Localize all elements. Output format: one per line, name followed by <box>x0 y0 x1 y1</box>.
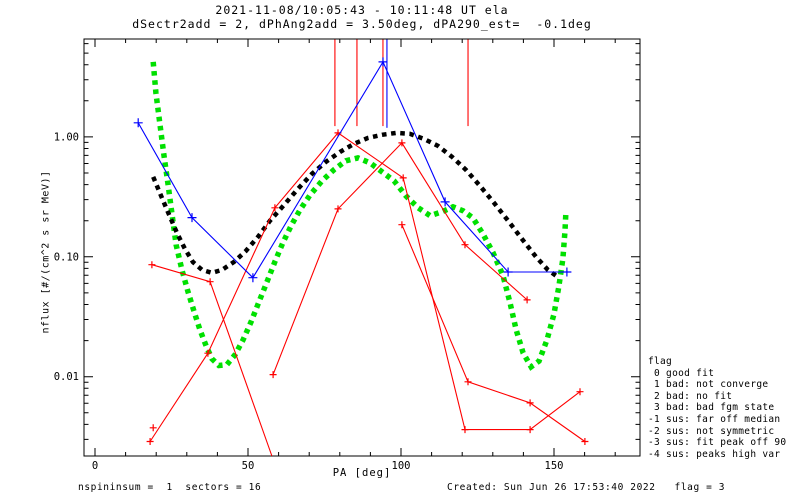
x-axis-label: PA [deg] <box>332 467 392 479</box>
series-blue-fit-curve <box>137 60 567 279</box>
x-tick-label: 100 <box>392 460 411 472</box>
y-axis-label: nflux [#/(cm^2 s sr MeV)] <box>40 170 52 334</box>
flag-legend: flag 0 good fit 1 bad: not converge 2 ba… <box>648 356 787 460</box>
y-tick-label: 1.00 <box>54 131 79 143</box>
x-tick-label: 150 <box>545 460 564 472</box>
markers-red-curve-4 <box>398 221 589 445</box>
created-timestamp: Created: Sun Jun 26 17:53:40 2022 flag =… <box>447 482 726 493</box>
markers-red-curve-1 <box>146 129 584 445</box>
chart-title: 2021-11-08/10:05:43 - 10:11:48 UT ela <box>215 3 509 17</box>
series-green-dotted-fit <box>150 61 569 371</box>
x-tick-label: 0 <box>92 460 98 472</box>
y-axis-ticks <box>84 43 640 440</box>
series-black-dotted-median <box>151 130 558 278</box>
y-tick-label: 0.01 <box>54 371 79 383</box>
x-tick-label: 50 <box>242 460 255 472</box>
markers-blue-fit-curve <box>133 57 572 283</box>
markers-red-curve-3 <box>269 139 531 379</box>
x-axis-ticks <box>94 39 616 456</box>
plot-frame <box>83 38 641 457</box>
footer-annotation: nspininsum = 1 sectors = 16 <box>78 482 262 493</box>
markers-red-curve-2 <box>148 261 214 286</box>
series-red-curve-4 <box>401 224 586 442</box>
markers-red-isolated-point <box>149 424 157 432</box>
chart-subtitle: dSectr2add = 2, dPhAng2add = 3.50deg, dP… <box>132 17 592 31</box>
series-red-curve-1 <box>149 132 581 442</box>
y-tick-label: 0.10 <box>54 251 79 263</box>
